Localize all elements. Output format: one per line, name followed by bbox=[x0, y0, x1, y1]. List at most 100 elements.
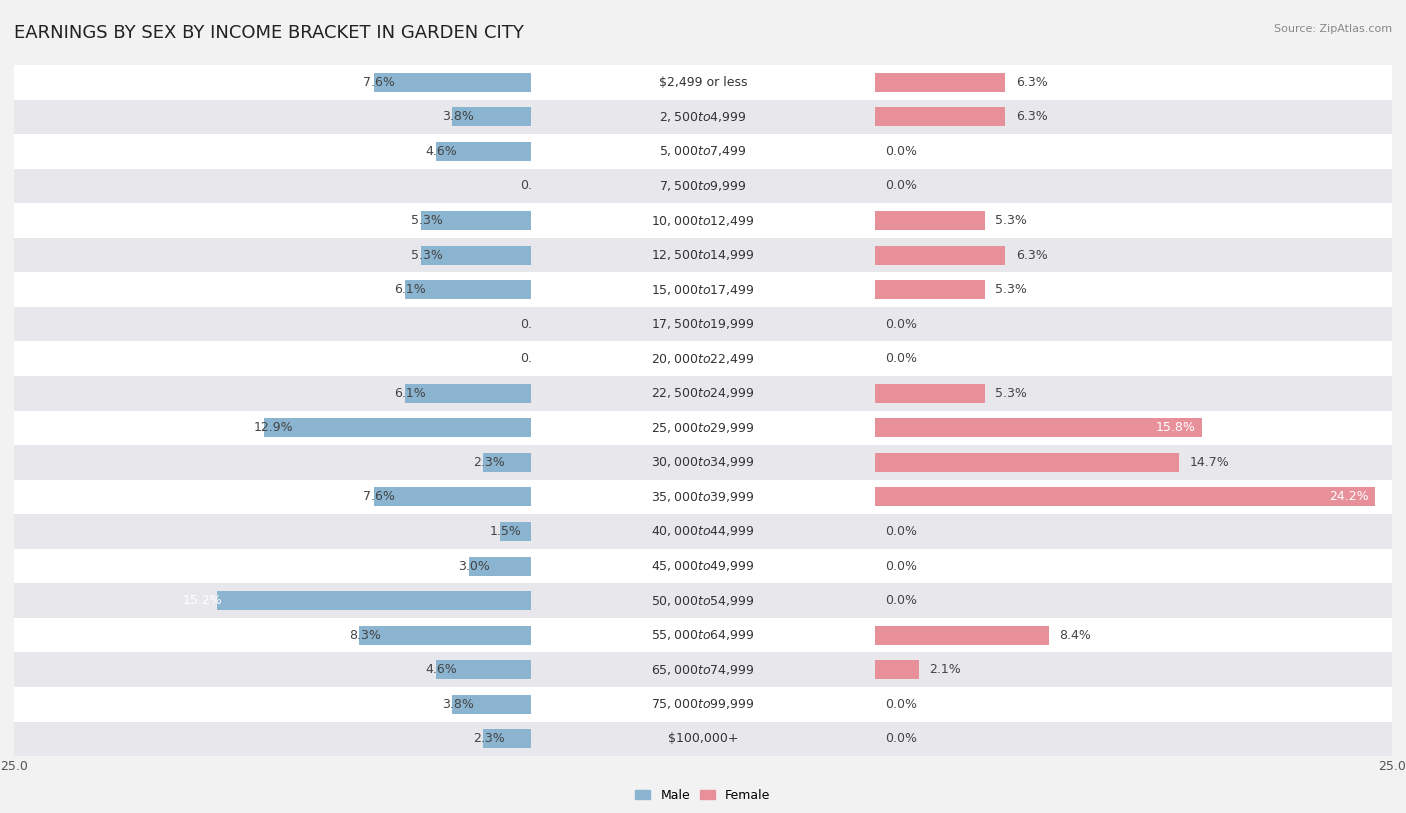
Text: 5.3%: 5.3% bbox=[411, 249, 443, 262]
Text: 14.7%: 14.7% bbox=[1189, 456, 1229, 469]
Bar bbox=[14, 99, 531, 134]
Bar bbox=[876, 211, 984, 230]
Bar bbox=[876, 419, 1202, 437]
Bar bbox=[531, 618, 876, 652]
Text: $17,500 to $19,999: $17,500 to $19,999 bbox=[651, 317, 755, 331]
Bar bbox=[876, 99, 1392, 134]
Bar bbox=[531, 65, 876, 99]
Text: 2.3%: 2.3% bbox=[472, 456, 505, 469]
Text: 5.3%: 5.3% bbox=[411, 214, 443, 227]
Bar bbox=[876, 488, 1375, 506]
Bar bbox=[531, 237, 876, 272]
Text: Source: ZipAtlas.com: Source: ZipAtlas.com bbox=[1274, 24, 1392, 34]
Bar bbox=[499, 522, 531, 541]
Bar bbox=[14, 272, 531, 307]
Text: $5,000 to $7,499: $5,000 to $7,499 bbox=[659, 145, 747, 159]
Bar bbox=[359, 626, 531, 645]
Bar bbox=[14, 514, 531, 549]
Bar bbox=[531, 272, 876, 307]
Text: EARNINGS BY SEX BY INCOME BRACKET IN GARDEN CITY: EARNINGS BY SEX BY INCOME BRACKET IN GAR… bbox=[14, 24, 524, 42]
Bar bbox=[876, 246, 1005, 264]
Bar bbox=[14, 203, 531, 237]
Bar bbox=[14, 618, 531, 652]
Text: $2,500 to $4,999: $2,500 to $4,999 bbox=[659, 110, 747, 124]
Bar bbox=[531, 583, 876, 618]
Text: 0.0%: 0.0% bbox=[886, 352, 918, 365]
Text: 4.6%: 4.6% bbox=[426, 145, 457, 158]
Bar bbox=[531, 168, 876, 203]
Text: $55,000 to $64,999: $55,000 to $64,999 bbox=[651, 628, 755, 642]
Text: 0.0%: 0.0% bbox=[886, 698, 918, 711]
Bar bbox=[876, 280, 984, 299]
Bar bbox=[14, 687, 531, 722]
Text: $100,000+: $100,000+ bbox=[668, 733, 738, 746]
Bar bbox=[14, 376, 531, 411]
Text: 8.4%: 8.4% bbox=[1059, 628, 1091, 641]
Bar bbox=[876, 203, 1392, 237]
Text: 0.0%: 0.0% bbox=[886, 180, 918, 193]
Bar bbox=[531, 134, 876, 168]
Bar bbox=[531, 203, 876, 237]
Bar bbox=[217, 591, 531, 610]
Bar bbox=[876, 583, 1392, 618]
Bar bbox=[405, 384, 531, 402]
Bar bbox=[531, 687, 876, 722]
Text: 2.1%: 2.1% bbox=[929, 663, 960, 676]
Bar bbox=[531, 652, 876, 687]
Text: $35,000 to $39,999: $35,000 to $39,999 bbox=[651, 490, 755, 504]
Text: 3.8%: 3.8% bbox=[441, 111, 474, 124]
Bar bbox=[14, 411, 531, 445]
Bar bbox=[14, 549, 531, 583]
Bar bbox=[422, 211, 531, 230]
Text: 6.3%: 6.3% bbox=[1015, 249, 1047, 262]
Bar bbox=[876, 549, 1392, 583]
Text: 1.5%: 1.5% bbox=[489, 525, 522, 538]
Text: $50,000 to $54,999: $50,000 to $54,999 bbox=[651, 593, 755, 607]
Text: 4.6%: 4.6% bbox=[426, 663, 457, 676]
Bar bbox=[14, 722, 531, 756]
Bar bbox=[876, 272, 1392, 307]
Bar bbox=[436, 660, 531, 679]
Text: 3.8%: 3.8% bbox=[441, 698, 474, 711]
Bar bbox=[876, 618, 1392, 652]
Text: $7,500 to $9,999: $7,500 to $9,999 bbox=[659, 179, 747, 193]
Text: 0.0%: 0.0% bbox=[886, 145, 918, 158]
Bar bbox=[14, 341, 531, 376]
Bar bbox=[436, 142, 531, 161]
Text: $45,000 to $49,999: $45,000 to $49,999 bbox=[651, 559, 755, 573]
Text: $25,000 to $29,999: $25,000 to $29,999 bbox=[651, 421, 755, 435]
Bar bbox=[876, 687, 1392, 722]
Bar bbox=[422, 246, 531, 264]
Text: 15.8%: 15.8% bbox=[1156, 421, 1195, 434]
Bar bbox=[453, 107, 531, 126]
Text: $30,000 to $34,999: $30,000 to $34,999 bbox=[651, 455, 755, 469]
Text: $2,499 or less: $2,499 or less bbox=[659, 76, 747, 89]
Text: 6.3%: 6.3% bbox=[1015, 111, 1047, 124]
Bar bbox=[531, 99, 876, 134]
Bar bbox=[484, 453, 531, 472]
Bar bbox=[531, 480, 876, 514]
Text: 6.3%: 6.3% bbox=[1015, 76, 1047, 89]
Bar bbox=[374, 488, 531, 506]
Text: $65,000 to $74,999: $65,000 to $74,999 bbox=[651, 663, 755, 676]
Bar bbox=[14, 237, 531, 272]
Text: 15.2%: 15.2% bbox=[183, 594, 222, 607]
Bar bbox=[876, 376, 1392, 411]
Text: 6.1%: 6.1% bbox=[394, 283, 426, 296]
Bar bbox=[264, 419, 531, 437]
Bar bbox=[876, 652, 1392, 687]
Text: 0.0%: 0.0% bbox=[520, 318, 553, 331]
Text: $12,500 to $14,999: $12,500 to $14,999 bbox=[651, 248, 755, 262]
Bar bbox=[14, 480, 531, 514]
Text: 5.3%: 5.3% bbox=[995, 214, 1026, 227]
Text: 5.3%: 5.3% bbox=[995, 387, 1026, 400]
Text: 24.2%: 24.2% bbox=[1330, 490, 1369, 503]
Text: $10,000 to $12,499: $10,000 to $12,499 bbox=[651, 214, 755, 228]
Text: $75,000 to $99,999: $75,000 to $99,999 bbox=[651, 698, 755, 711]
Legend: Male, Female: Male, Female bbox=[630, 784, 776, 806]
Bar bbox=[14, 652, 531, 687]
Bar bbox=[14, 168, 531, 203]
Bar bbox=[876, 722, 1392, 756]
Text: $22,500 to $24,999: $22,500 to $24,999 bbox=[651, 386, 755, 400]
Text: 0.0%: 0.0% bbox=[520, 352, 553, 365]
